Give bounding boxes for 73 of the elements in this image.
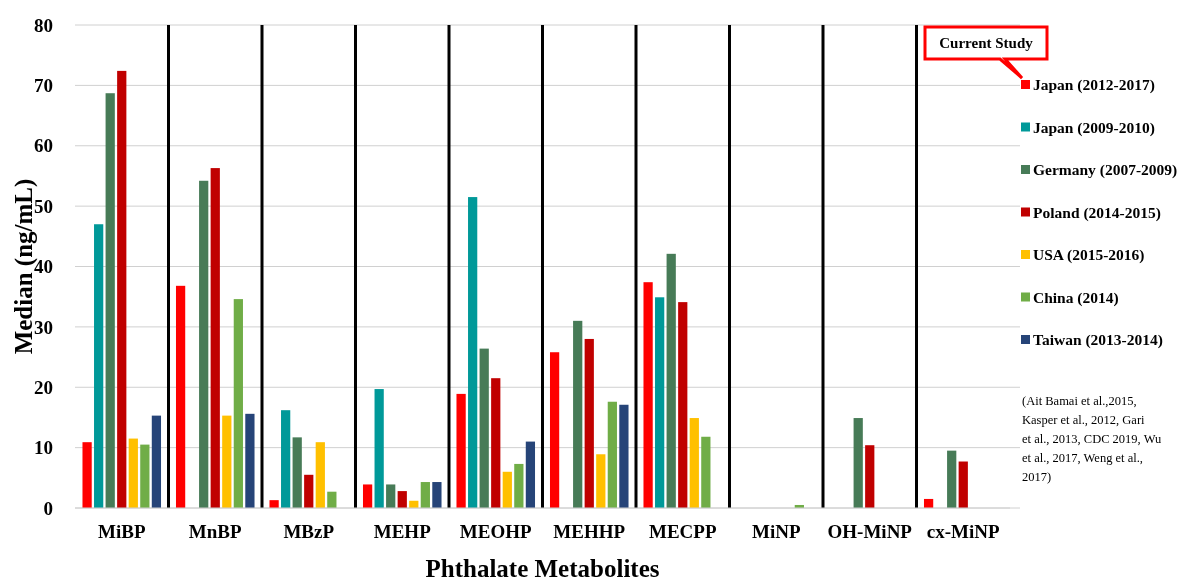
bar bbox=[456, 393, 466, 508]
x-tick-label: OH-MiNP bbox=[827, 521, 913, 542]
x-axis-title: Phthalate Metabolites bbox=[425, 555, 660, 581]
bar bbox=[853, 418, 863, 508]
bar bbox=[199, 180, 209, 508]
bar bbox=[689, 418, 699, 508]
y-tick-label: 70 bbox=[34, 75, 53, 97]
x-tick-label: MEOHP bbox=[459, 521, 533, 542]
bar bbox=[386, 484, 396, 508]
bar bbox=[678, 302, 688, 508]
bar bbox=[865, 445, 875, 508]
legend-label: Poland (2014-2015) bbox=[1033, 203, 1161, 222]
x-tick-label: cx-MiNP bbox=[926, 521, 1001, 542]
bar bbox=[94, 224, 104, 508]
x-tick-label: MEHP bbox=[373, 521, 432, 542]
bar bbox=[151, 415, 162, 508]
bar bbox=[643, 282, 653, 508]
y-tick-label: 0 bbox=[43, 497, 53, 519]
bar bbox=[210, 168, 220, 508]
x-tick-label: MEHHP bbox=[553, 521, 626, 542]
bar bbox=[619, 404, 629, 508]
x-tick-label: MnBP bbox=[188, 521, 243, 542]
bar bbox=[304, 474, 314, 508]
bar bbox=[281, 410, 291, 508]
bar bbox=[117, 70, 127, 508]
x-tick-label: MiNP bbox=[751, 521, 801, 542]
y-tick-label: 60 bbox=[34, 135, 53, 157]
bar bbox=[596, 454, 606, 508]
bar bbox=[105, 93, 115, 508]
bar bbox=[432, 482, 442, 508]
bar bbox=[947, 450, 957, 508]
x-tick-label: MiBP bbox=[98, 521, 146, 542]
bar bbox=[491, 378, 501, 508]
bar bbox=[292, 437, 302, 508]
bar bbox=[420, 482, 430, 508]
bar bbox=[502, 471, 512, 508]
bar bbox=[573, 320, 583, 508]
legend-label: Japan (2009-2010) bbox=[1033, 118, 1155, 137]
legend-label: Japan (2012-2017) bbox=[1033, 76, 1155, 95]
x-tick-label: MBzP bbox=[283, 521, 335, 542]
bar bbox=[233, 299, 243, 508]
bar bbox=[514, 463, 524, 508]
bar bbox=[269, 500, 279, 508]
y-tick-label: 20 bbox=[34, 376, 53, 398]
bar bbox=[584, 338, 594, 508]
legend-label: China (2014) bbox=[1033, 288, 1119, 307]
bar bbox=[175, 285, 186, 508]
bar bbox=[479, 348, 489, 508]
bar bbox=[315, 442, 325, 508]
bar bbox=[140, 444, 150, 508]
bar bbox=[468, 197, 478, 508]
bar bbox=[655, 297, 665, 508]
bar bbox=[549, 352, 560, 508]
bar bbox=[128, 438, 138, 508]
bar bbox=[525, 441, 536, 508]
bar bbox=[362, 484, 373, 508]
legend-label: Taiwan (2013-2014) bbox=[1033, 331, 1163, 350]
legend-label: USA (2015-2016) bbox=[1033, 246, 1145, 265]
bar bbox=[607, 401, 617, 508]
y-tick-label: 80 bbox=[34, 14, 53, 36]
bar bbox=[666, 253, 676, 508]
text: (Ait Bamai et al.,2015, Kasper et al., 2012, Gari et al., 2013, CDC 2019, Wu et al., 2017, Weng et al., 2017) bbox=[1022, 394, 1162, 484]
y-tick-label: 10 bbox=[34, 437, 53, 459]
annotation: Current Study bbox=[939, 35, 1034, 52]
bar bbox=[82, 442, 92, 508]
bar bbox=[958, 461, 968, 508]
bar bbox=[374, 389, 384, 508]
x-tick-label: MECPP bbox=[648, 521, 717, 542]
bar bbox=[397, 491, 407, 508]
bar bbox=[222, 415, 232, 508]
bar bbox=[701, 436, 711, 508]
bar bbox=[245, 413, 255, 508]
legend-label: Germany (2007-2009) bbox=[1033, 161, 1178, 180]
